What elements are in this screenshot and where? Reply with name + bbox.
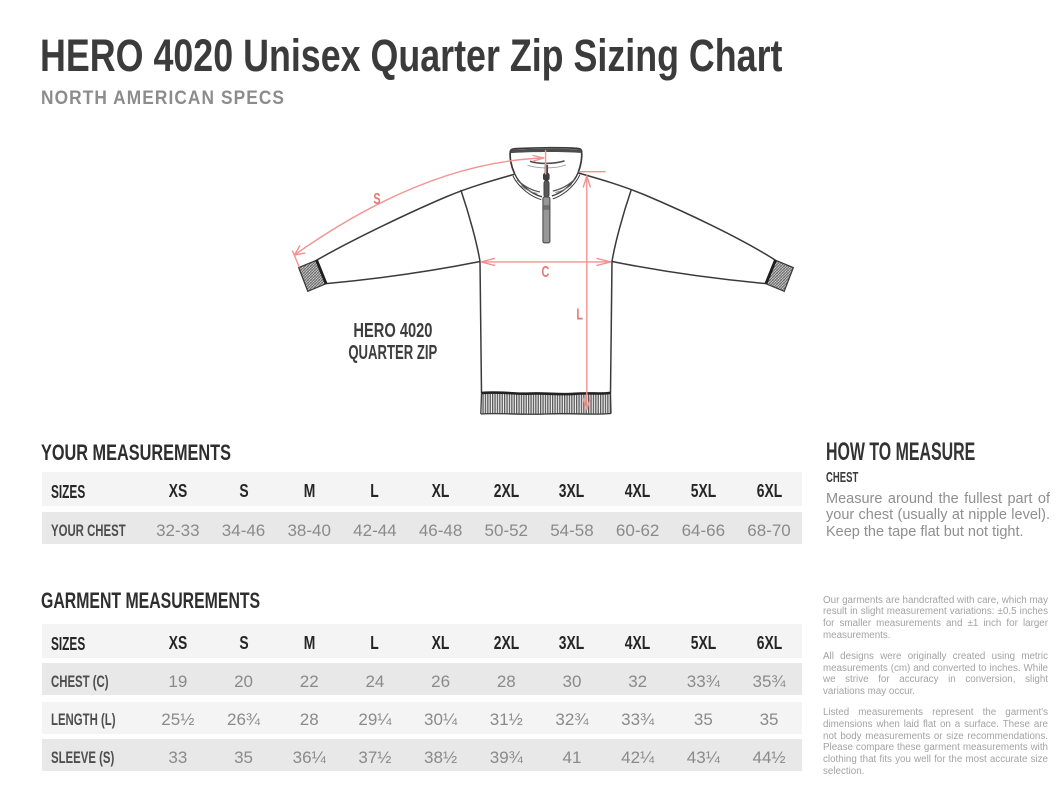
svg-text:S: S bbox=[373, 190, 380, 207]
svg-text:C: C bbox=[541, 263, 549, 280]
svg-text:L: L bbox=[576, 305, 583, 322]
